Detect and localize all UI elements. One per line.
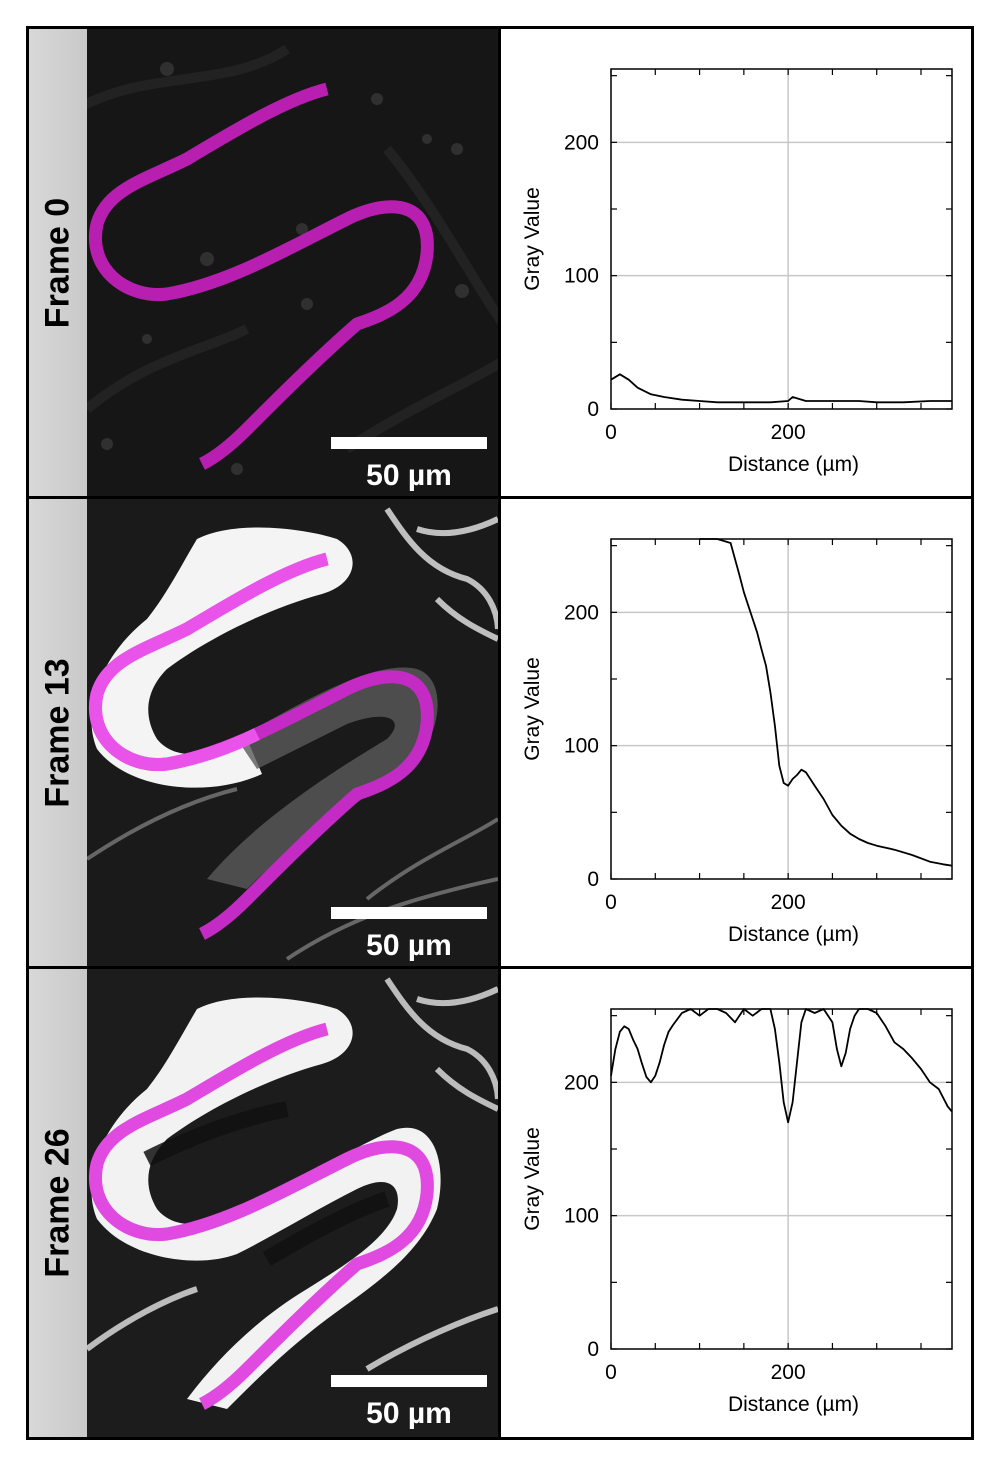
x-axis-label: Distance (µm): [728, 453, 859, 476]
plot-frame: [610, 1008, 953, 1350]
frame-label-strip: Frame 0: [29, 29, 87, 496]
profile-chart: 0 100 200 0 200 Distance (µm) Gray Value: [521, 538, 953, 946]
x-tick-label: 0: [605, 1361, 617, 1384]
scale-bar: [331, 437, 487, 449]
bright-lumen: [91, 527, 353, 788]
micrograph-image: 50 µm: [87, 499, 498, 966]
micrograph-frame-26: 50 µm: [87, 969, 501, 1437]
profile-plot-26: 0 100 200 0 200 Distance (µm) Gray Value: [501, 969, 971, 1437]
dark-wall: [143, 1101, 390, 1266]
scale-bar-label: 50 µm: [366, 1397, 452, 1430]
y-tick-label: 200: [564, 131, 599, 154]
x-tick-label: 200: [771, 891, 806, 914]
x-axis-label: Distance (µm): [728, 923, 859, 946]
micrograph-frame-13: 50 µm: [87, 499, 501, 966]
profile-chart: 0 100 200 0 200 Distance (µm) Gray Value: [521, 68, 953, 476]
x-axis-label: Distance (µm): [728, 1393, 859, 1416]
dim-lumen: [207, 667, 438, 889]
nuclei-texture: [101, 62, 469, 475]
y-tick-label: 100: [564, 735, 599, 758]
plot-frame: [610, 68, 953, 410]
profile-series-line: [610, 1008, 953, 1124]
micrograph-frame-0: 50 µm: [87, 29, 501, 496]
y-tick-label: 200: [564, 1071, 599, 1094]
x-tick-label: 200: [771, 1361, 806, 1384]
scale-bar-label: 50 µm: [366, 459, 452, 492]
micrograph-image: 50 µm: [87, 969, 498, 1437]
frame-label-strip: Frame 13: [29, 499, 87, 966]
y-tick-label: 100: [564, 1205, 599, 1228]
scale-bar: [331, 907, 487, 919]
y-axis-label: Gray Value: [521, 187, 544, 291]
y-tick-label: 0: [587, 1338, 599, 1361]
x-tick-label: 200: [771, 421, 806, 444]
profile-chart: 0 100 200 0 200 Distance (µm) Gray Value: [521, 1008, 953, 1416]
y-tick-label: 100: [564, 265, 599, 288]
y-axis-label: Gray Value: [521, 657, 544, 761]
scale-bar: [331, 1375, 487, 1387]
y-tick-label: 200: [564, 601, 599, 624]
profile-series-line: [699, 538, 953, 867]
tubule-texture: [87, 44, 498, 454]
scale-bar-label: 50 µm: [366, 929, 452, 962]
profile-series-line: [610, 373, 952, 404]
bright-network: [87, 977, 498, 1372]
y-tick-label: 0: [587, 398, 599, 421]
plot-frame: [610, 538, 953, 880]
micrograph-image: 50 µm: [87, 29, 498, 496]
x-tick-label: 0: [605, 891, 617, 914]
bright-network: [384, 507, 498, 642]
roi-trace: [89, 1022, 434, 1410]
row-frame-26: Frame 26: [29, 969, 971, 1437]
row-frame-13: Frame 13: [29, 499, 971, 969]
frame-label: Frame 0: [38, 197, 77, 328]
row-frame-0: Frame 0 50 µm: [29, 29, 971, 499]
roi-trace: [89, 82, 434, 470]
x-tick-label: 0: [605, 421, 617, 444]
y-tick-label: 0: [587, 868, 599, 891]
profile-plot-13: 0 100 200 0 200 Distance (µm) Gray Value: [501, 499, 971, 966]
frame-label: Frame 13: [38, 657, 77, 808]
frame-label: Frame 26: [38, 1128, 77, 1278]
frame-label-strip: Frame 26: [29, 969, 87, 1437]
profile-plot-0: 0 100 200 0 200 Distance (µm) Gray Value: [501, 29, 971, 496]
y-axis-label: Gray Value: [521, 1127, 544, 1231]
figure-panel-grid: Frame 0 50 µm: [26, 26, 974, 1440]
